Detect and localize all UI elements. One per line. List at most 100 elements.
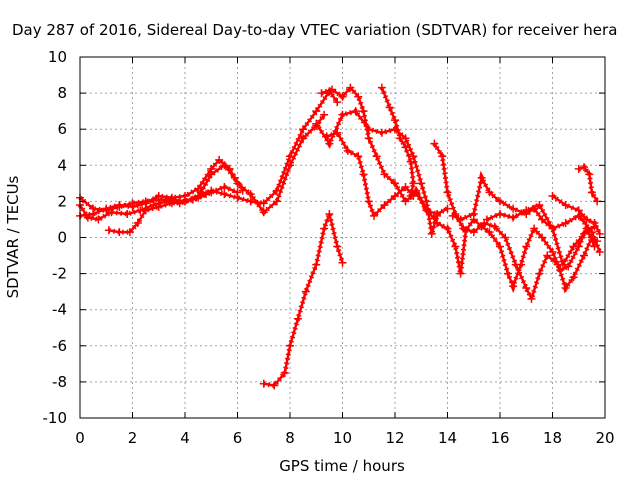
data-point — [133, 219, 142, 228]
data-point — [280, 368, 289, 377]
data-point — [338, 110, 347, 119]
series-layer — [76, 83, 604, 390]
data-point — [123, 210, 132, 219]
data-point — [333, 98, 342, 107]
data-point — [443, 188, 452, 197]
series-line — [486, 203, 596, 266]
x-tick-label: 12 — [385, 429, 404, 447]
data-point — [503, 269, 512, 278]
data-point — [530, 224, 539, 233]
data-point — [259, 199, 268, 208]
data-point — [154, 191, 163, 200]
y-tick-label: 2 — [57, 192, 67, 210]
data-point — [485, 228, 494, 237]
data-point — [574, 164, 583, 173]
data-point — [377, 128, 386, 137]
data-point — [246, 197, 255, 206]
data-point — [430, 139, 439, 148]
data-point — [104, 226, 113, 235]
data-point — [301, 287, 310, 296]
data-point — [482, 215, 491, 224]
x-tick-label: 2 — [128, 429, 138, 447]
x-tick-label: 18 — [543, 429, 562, 447]
data-point — [220, 190, 229, 199]
data-point — [312, 107, 321, 116]
data-point — [469, 210, 478, 219]
y-tick-label: 8 — [57, 84, 67, 102]
data-point — [207, 170, 216, 179]
data-point — [587, 188, 596, 197]
data-point — [412, 186, 420, 195]
y-tick-label: -8 — [52, 373, 67, 391]
data-point — [351, 107, 360, 116]
series-line — [326, 131, 415, 218]
data-point — [312, 119, 321, 128]
data-point — [569, 273, 578, 282]
data-point — [359, 170, 368, 179]
data-point — [215, 155, 224, 164]
data-point — [354, 152, 363, 161]
data-point — [107, 208, 116, 217]
data-point — [459, 224, 468, 233]
data-point — [325, 210, 334, 219]
data-point — [477, 173, 486, 182]
data-point — [548, 224, 557, 233]
data-point — [338, 92, 347, 101]
data-point — [522, 206, 531, 215]
data-point — [522, 242, 531, 251]
data-point — [580, 229, 588, 238]
data-point — [128, 202, 137, 211]
x-tick-label: 4 — [180, 429, 190, 447]
data-point — [94, 215, 103, 224]
data-point — [438, 152, 447, 161]
data-point — [149, 201, 158, 210]
data-point — [364, 197, 373, 206]
series-markers — [451, 170, 603, 253]
data-point — [535, 269, 544, 278]
data-point — [469, 228, 478, 237]
y-tick-label: 6 — [57, 120, 67, 138]
data-point — [380, 201, 389, 210]
data-point — [102, 204, 111, 213]
data-point — [543, 251, 552, 260]
x-tick-label: 16 — [490, 429, 509, 447]
series-sat-m — [548, 191, 604, 238]
data-point — [380, 170, 389, 179]
x-tick-label: 8 — [285, 429, 295, 447]
data-point — [561, 284, 570, 293]
y-tick-label: -6 — [52, 337, 67, 355]
data-point — [299, 134, 308, 143]
data-point — [293, 314, 302, 323]
data-point — [561, 219, 570, 228]
data-point — [448, 211, 457, 220]
data-point — [286, 161, 294, 170]
data-point — [338, 258, 347, 267]
data-point — [582, 215, 591, 224]
data-point — [409, 179, 418, 188]
data-point — [83, 213, 92, 222]
data-point — [548, 247, 557, 256]
data-point — [396, 134, 405, 143]
data-point — [136, 206, 145, 215]
data-point — [320, 110, 329, 119]
data-point — [188, 195, 197, 204]
x-tick-label: 14 — [438, 429, 457, 447]
data-point — [496, 210, 504, 219]
x-tick-label: 20 — [595, 429, 614, 447]
x-axis-label: GPS time / hours — [279, 457, 405, 475]
data-point — [317, 89, 326, 98]
y-tick-label: -4 — [52, 301, 67, 319]
data-point — [522, 284, 531, 293]
data-point — [320, 224, 329, 233]
data-point — [286, 341, 294, 350]
data-point — [401, 182, 410, 191]
data-point — [162, 197, 171, 206]
data-point — [564, 262, 573, 271]
data-point — [343, 146, 352, 155]
data-point — [535, 201, 544, 210]
series-markers — [263, 205, 345, 389]
data-point — [233, 188, 242, 197]
data-point — [354, 92, 363, 101]
data-point — [385, 103, 394, 112]
